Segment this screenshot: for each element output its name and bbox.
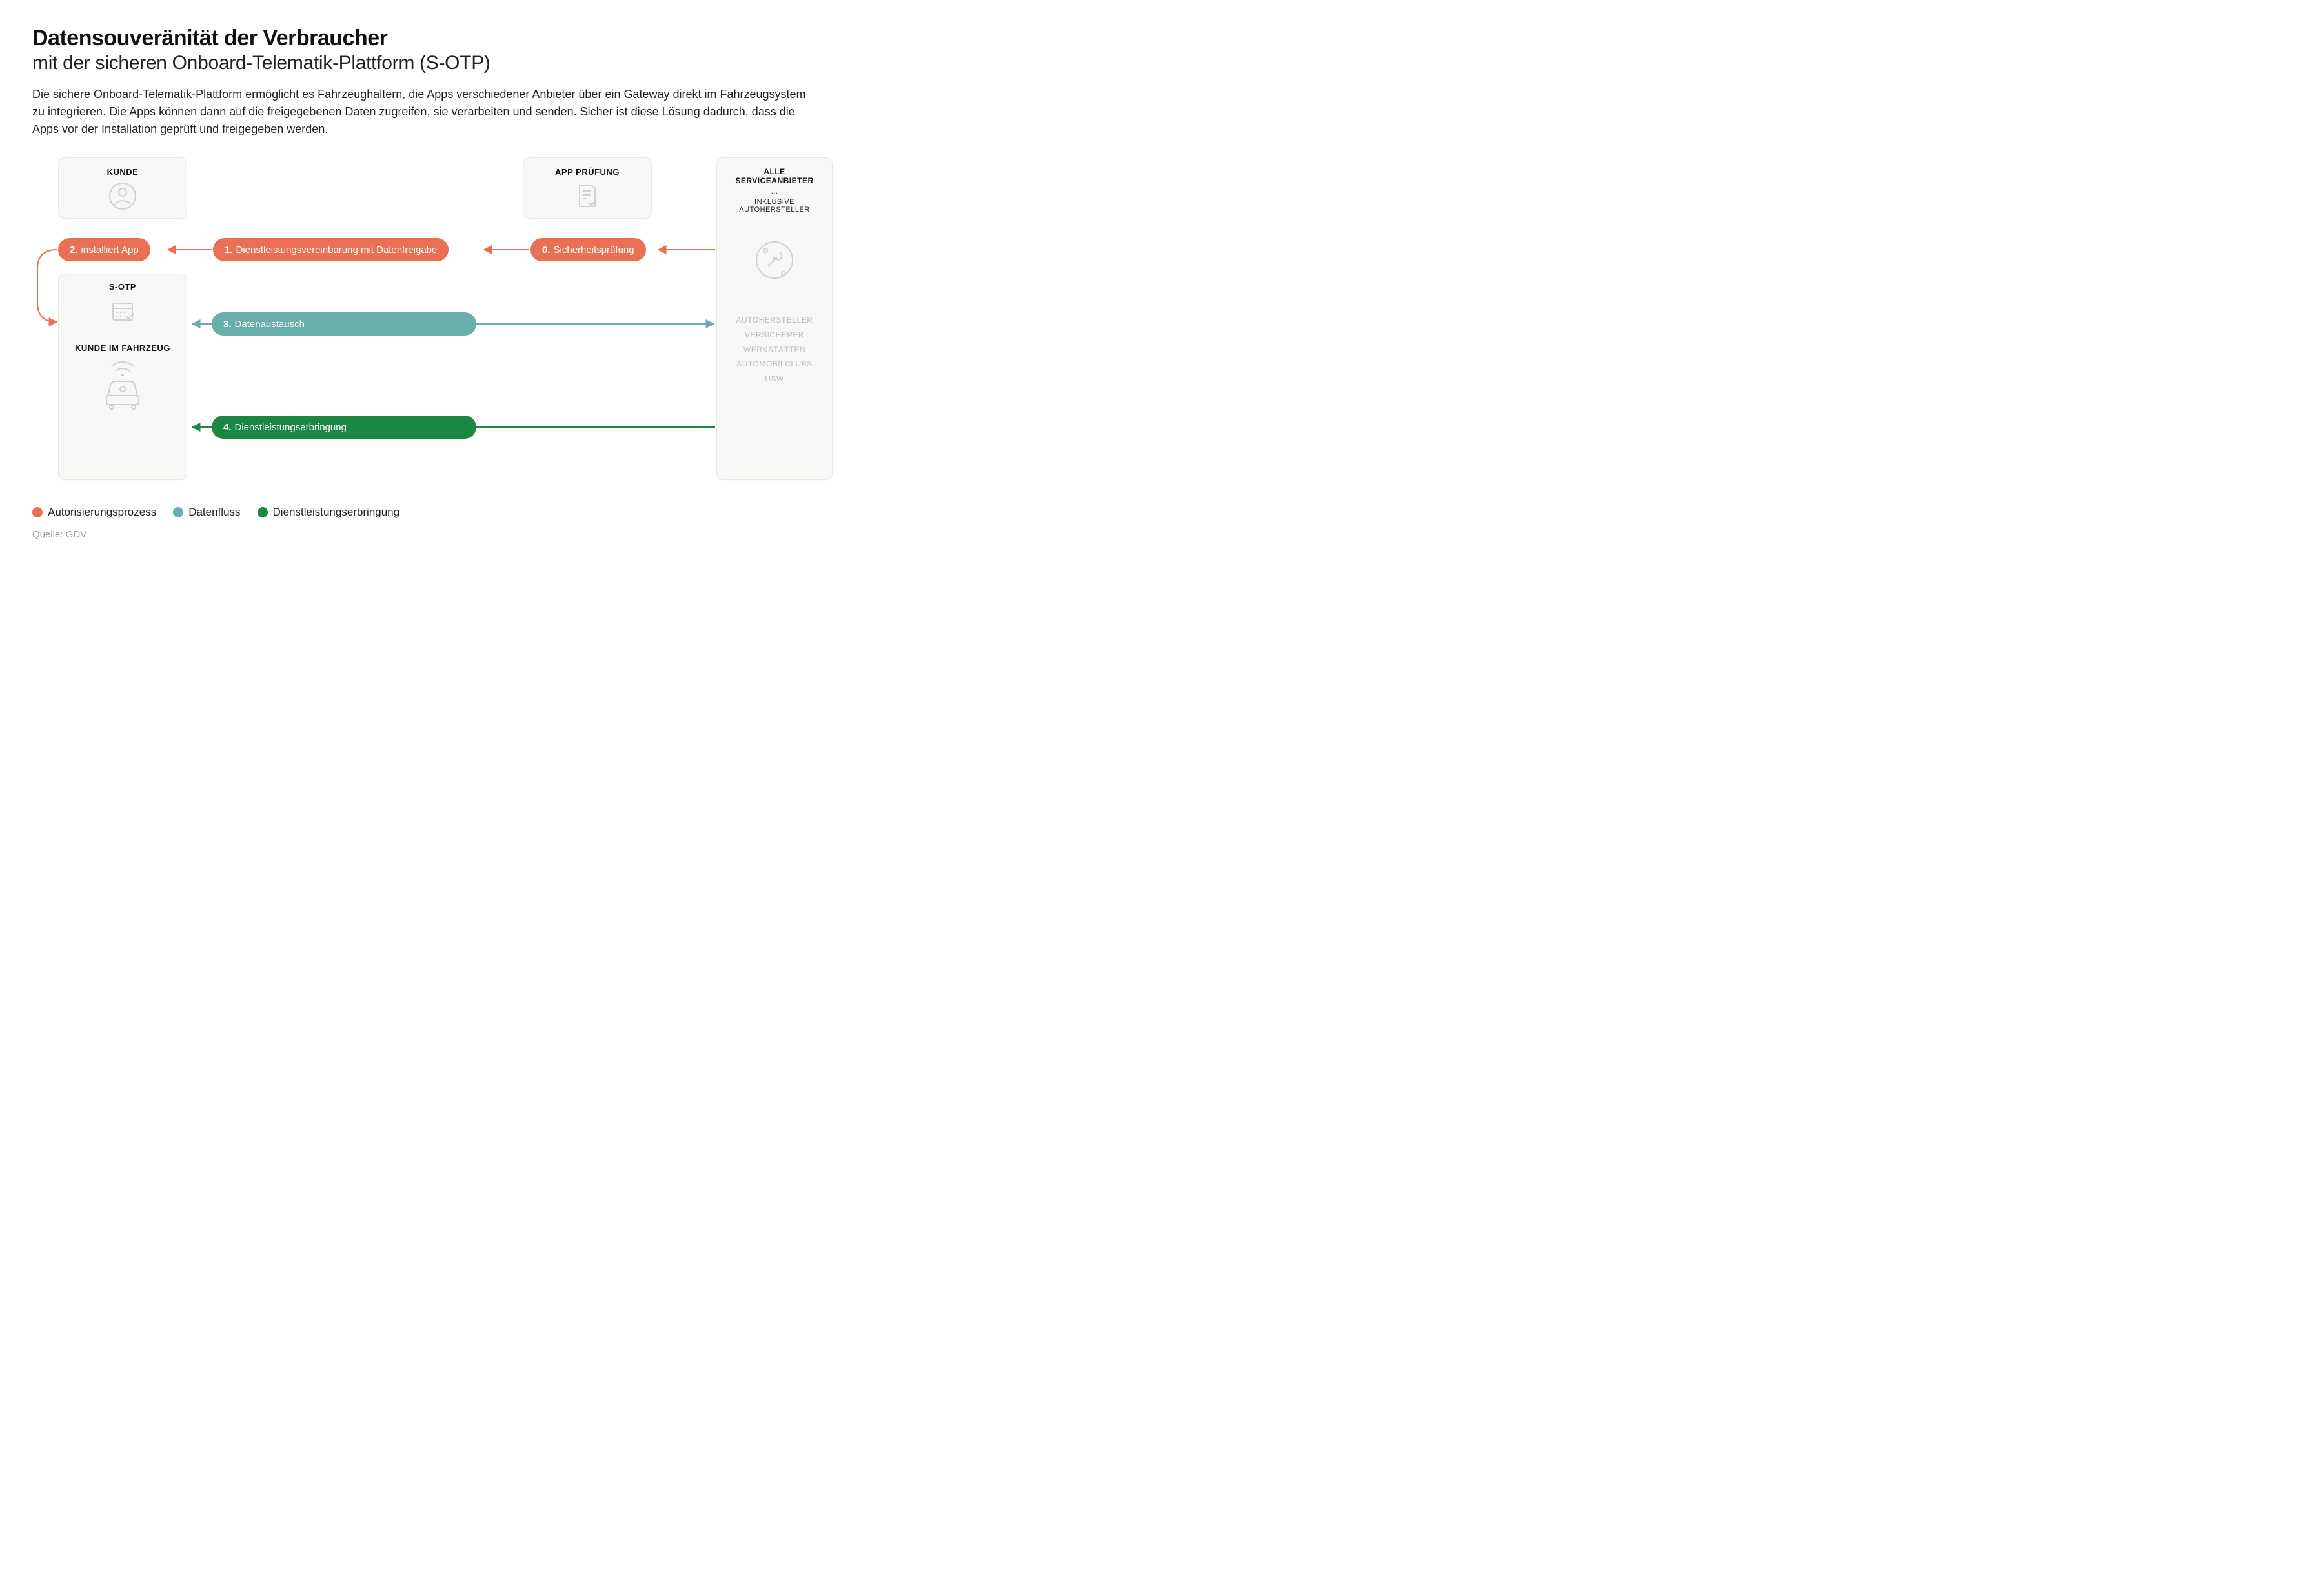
legend-label: Dienstleistungserbringung <box>273 506 400 519</box>
page-title: Datensouveränität der Verbraucher <box>32 26 2292 51</box>
step-label: Datenaustausch <box>235 319 305 330</box>
legend-label: Autorisierungsprozess <box>48 506 156 519</box>
legend-item: Autorisierungsprozess <box>32 506 156 519</box>
services-list-item: USW <box>723 372 825 386</box>
step-num: 1. <box>225 245 233 256</box>
description: Die sichere Onboard-Telematik-Plattform … <box>32 86 807 138</box>
card-services-title: ALLE SERVICEANBIETER <box>723 167 825 185</box>
step-num: 3. <box>223 319 232 330</box>
legend-dot-teal <box>173 507 183 517</box>
car-wifi-icon <box>59 358 187 410</box>
services-list-item: VERSICHERER <box>723 328 825 343</box>
step-label: Dienstleistungserbringung <box>235 422 347 433</box>
legend-dot-orange <box>32 507 43 517</box>
step-label: installiert App <box>81 245 139 256</box>
step-label: Sicherheitsprüfung <box>554 245 634 256</box>
step-label: Dienstleistungsvereinbarung mit Datenfre… <box>236 245 438 256</box>
card-app-pruefung: APP PRÜFUNG <box>523 157 652 219</box>
source-line: Quelle: GDV <box>32 529 2292 540</box>
user-icon <box>59 182 187 210</box>
calendar-check-icon <box>59 297 187 326</box>
card-kunde: KUNDE <box>58 157 187 219</box>
document-check-icon <box>523 182 651 210</box>
car-title: KUNDE IM FAHRZEUG <box>59 343 187 354</box>
step-4-pill: 4. Dienstleistungserbringung <box>212 416 476 439</box>
card-kunde-title: KUNDE <box>59 167 187 177</box>
services-ellipsis: … <box>723 188 825 196</box>
step-1-pill: 1. Dienstleistungsvereinbarung mit Daten… <box>213 238 449 261</box>
services-list-item: AUTOHERSTELLER <box>723 313 825 328</box>
services-subtitle: INKLUSIVE AUTOHERSTELLER <box>723 198 825 214</box>
step-num: 0. <box>542 245 551 256</box>
page-subtitle: mit der sicheren Onboard-Telematik-Platt… <box>32 52 2292 74</box>
services-list-item: AUTOMOBILCLUBS <box>723 357 825 372</box>
step-num: 4. <box>223 422 232 433</box>
card-app-title: APP PRÜFUNG <box>523 167 651 177</box>
legend-dot-green <box>258 507 268 517</box>
legend-item: Datenfluss <box>173 506 240 519</box>
card-sotp-and-car: S-OTP KUNDE IM FAHRZEUG <box>58 274 187 480</box>
card-services: ALLE SERVICEANBIETER … INKLUSIVE AUTOHER… <box>716 157 833 480</box>
services-list: AUTOHERSTELLER VERSICHERER WERKSTÄTTEN A… <box>723 313 825 386</box>
wrench-circle-icon <box>723 239 825 281</box>
step-3-pill: 3. Datenaustausch <box>212 312 476 336</box>
legend-item: Dienstleistungserbringung <box>258 506 400 519</box>
step-2-pill: 2. installiert App <box>58 238 150 261</box>
services-list-item: WERKSTÄTTEN <box>723 343 825 357</box>
legend-label: Datenfluss <box>188 506 240 519</box>
step-0-pill: 0. Sicherheitsprüfung <box>530 238 646 261</box>
step-num: 2. <box>70 245 78 256</box>
sotp-title: S-OTP <box>59 282 187 292</box>
diagram-canvas: KUNDE APP PRÜFUNG ALLE SERVICEANBIETER …… <box>32 157 833 493</box>
legend: Autorisierungsprozess Datenfluss Dienstl… <box>32 506 2292 519</box>
